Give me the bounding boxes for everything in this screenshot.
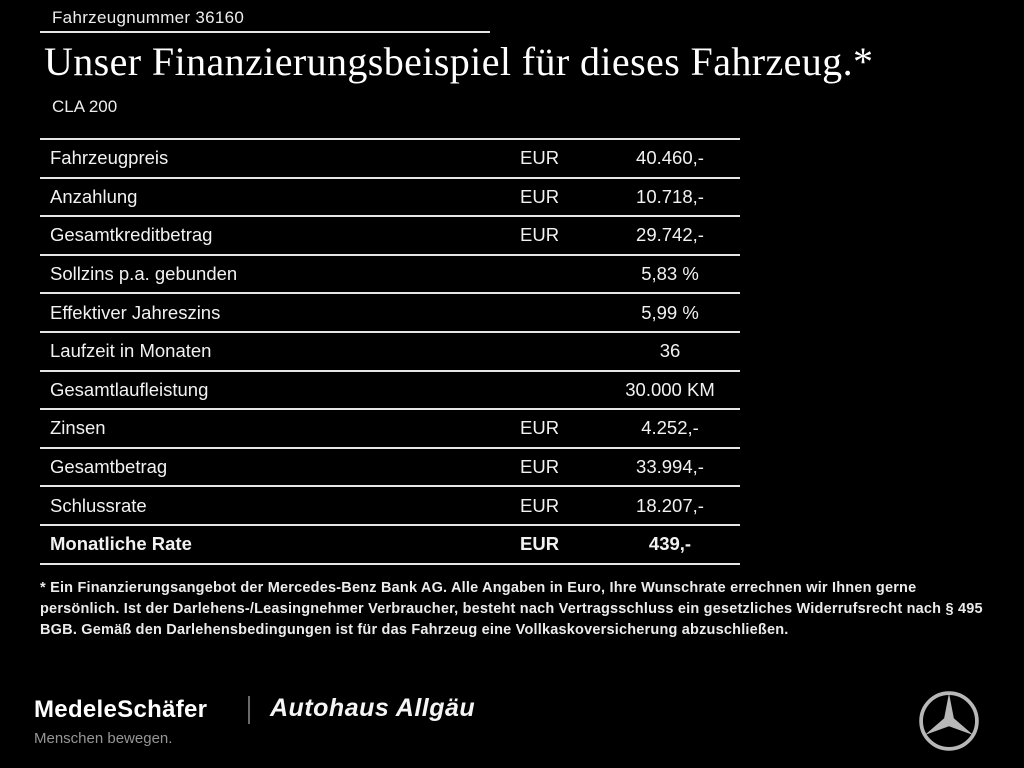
dealer-logo-medele-schaefer: MedeleSchäfer Menschen bewegen. — [34, 696, 207, 747]
page-title: Unser Finanzierungsbeispiel für dieses F… — [44, 39, 874, 84]
dealer-logo-autohaus-allgaeu: Autohaus Allgäu — [270, 694, 476, 722]
row-label: Monatliche Rate — [50, 533, 192, 555]
table-row-gesamtbetrag: Gesamtbetrag EUR 33.994,- — [40, 446, 740, 486]
table-row-schlussrate: Schlussrate EUR 18.207,- — [40, 485, 740, 524]
row-label: Zinsen — [50, 417, 106, 439]
row-value: 5,99 % — [641, 301, 699, 323]
row-value: 439,- — [648, 533, 692, 555]
row-currency: EUR — [520, 456, 560, 478]
table-row-sollzins: Sollzins p.a. gebunden 5,83 % — [40, 253, 740, 293]
row-label: Gesamtkreditbetrag — [50, 224, 213, 246]
row-value: 5,83 % — [641, 263, 699, 285]
row-value: 10.718,- — [636, 185, 704, 207]
dealer1-tagline: Menschen bewegen. — [34, 730, 173, 747]
row-label: Anzahlung — [50, 185, 138, 207]
table-row-laufzeit: Laufzeit in Monaten 36 — [40, 330, 740, 370]
row-label: Fahrzeugpreis — [50, 147, 169, 169]
row-currency: EUR — [520, 494, 560, 516]
row-label: Effektiver Jahreszins — [50, 301, 221, 323]
row-value: 29.742,- — [636, 224, 704, 246]
row-value: 36 — [659, 340, 681, 362]
row-label: Gesamtbetrag — [50, 456, 168, 478]
vehicle-number: Fahrzeugnummer 36160 — [52, 8, 245, 27]
dealer1-name: MedeleSchäfer — [34, 696, 208, 723]
footer: MedeleSchäfer Menschen bewegen. Autohaus… — [0, 682, 1024, 768]
row-label: Schlussrate — [50, 494, 147, 516]
row-value: 40.460,- — [636, 147, 704, 169]
table-row-gesamtlaufleistung: Gesamtlaufleistung 30.000 KM — [40, 369, 740, 409]
table-row-fahrzeugpreis: Fahrzeugpreis EUR 40.460,- — [40, 138, 740, 177]
row-value: 33.994,- — [636, 456, 704, 478]
row-currency: EUR — [520, 147, 560, 169]
row-value: 18.207,- — [636, 494, 704, 516]
row-label: Sollzins p.a. gebunden — [50, 263, 238, 285]
row-label: Laufzeit in Monaten — [50, 340, 212, 362]
row-currency: EUR — [520, 417, 560, 439]
row-currency: EUR — [520, 533, 560, 555]
mercedes-star-icon — [918, 690, 980, 752]
financing-footnote: * Ein Finanzierungsangebot der Mercedes-… — [40, 580, 983, 638]
table-row-monatliche-rate: Monatliche Rate EUR 439,- — [40, 523, 740, 563]
financing-table: Fahrzeugpreis EUR 40.460,- Anzahlung EUR… — [40, 138, 740, 565]
footer-logo-divider — [248, 696, 250, 724]
row-value: 30.000 KM — [625, 378, 715, 400]
vehicle-model: CLA 200 — [52, 97, 118, 116]
header-divider — [40, 31, 490, 33]
table-row-anzahlung: Anzahlung EUR 10.718,- — [40, 176, 740, 216]
table-row-effektiver-jahreszins: Effektiver Jahreszins 5,99 % — [40, 292, 740, 331]
table-row-gesamtkreditbetrag: Gesamtkreditbetrag EUR 29.742,- — [40, 215, 740, 254]
row-value: 4.252,- — [641, 417, 699, 439]
row-currency: EUR — [520, 185, 560, 207]
row-label: Gesamtlaufleistung — [50, 378, 209, 400]
row-currency: EUR — [520, 224, 560, 246]
table-row-zinsen: Zinsen EUR 4.252,- — [40, 408, 740, 447]
